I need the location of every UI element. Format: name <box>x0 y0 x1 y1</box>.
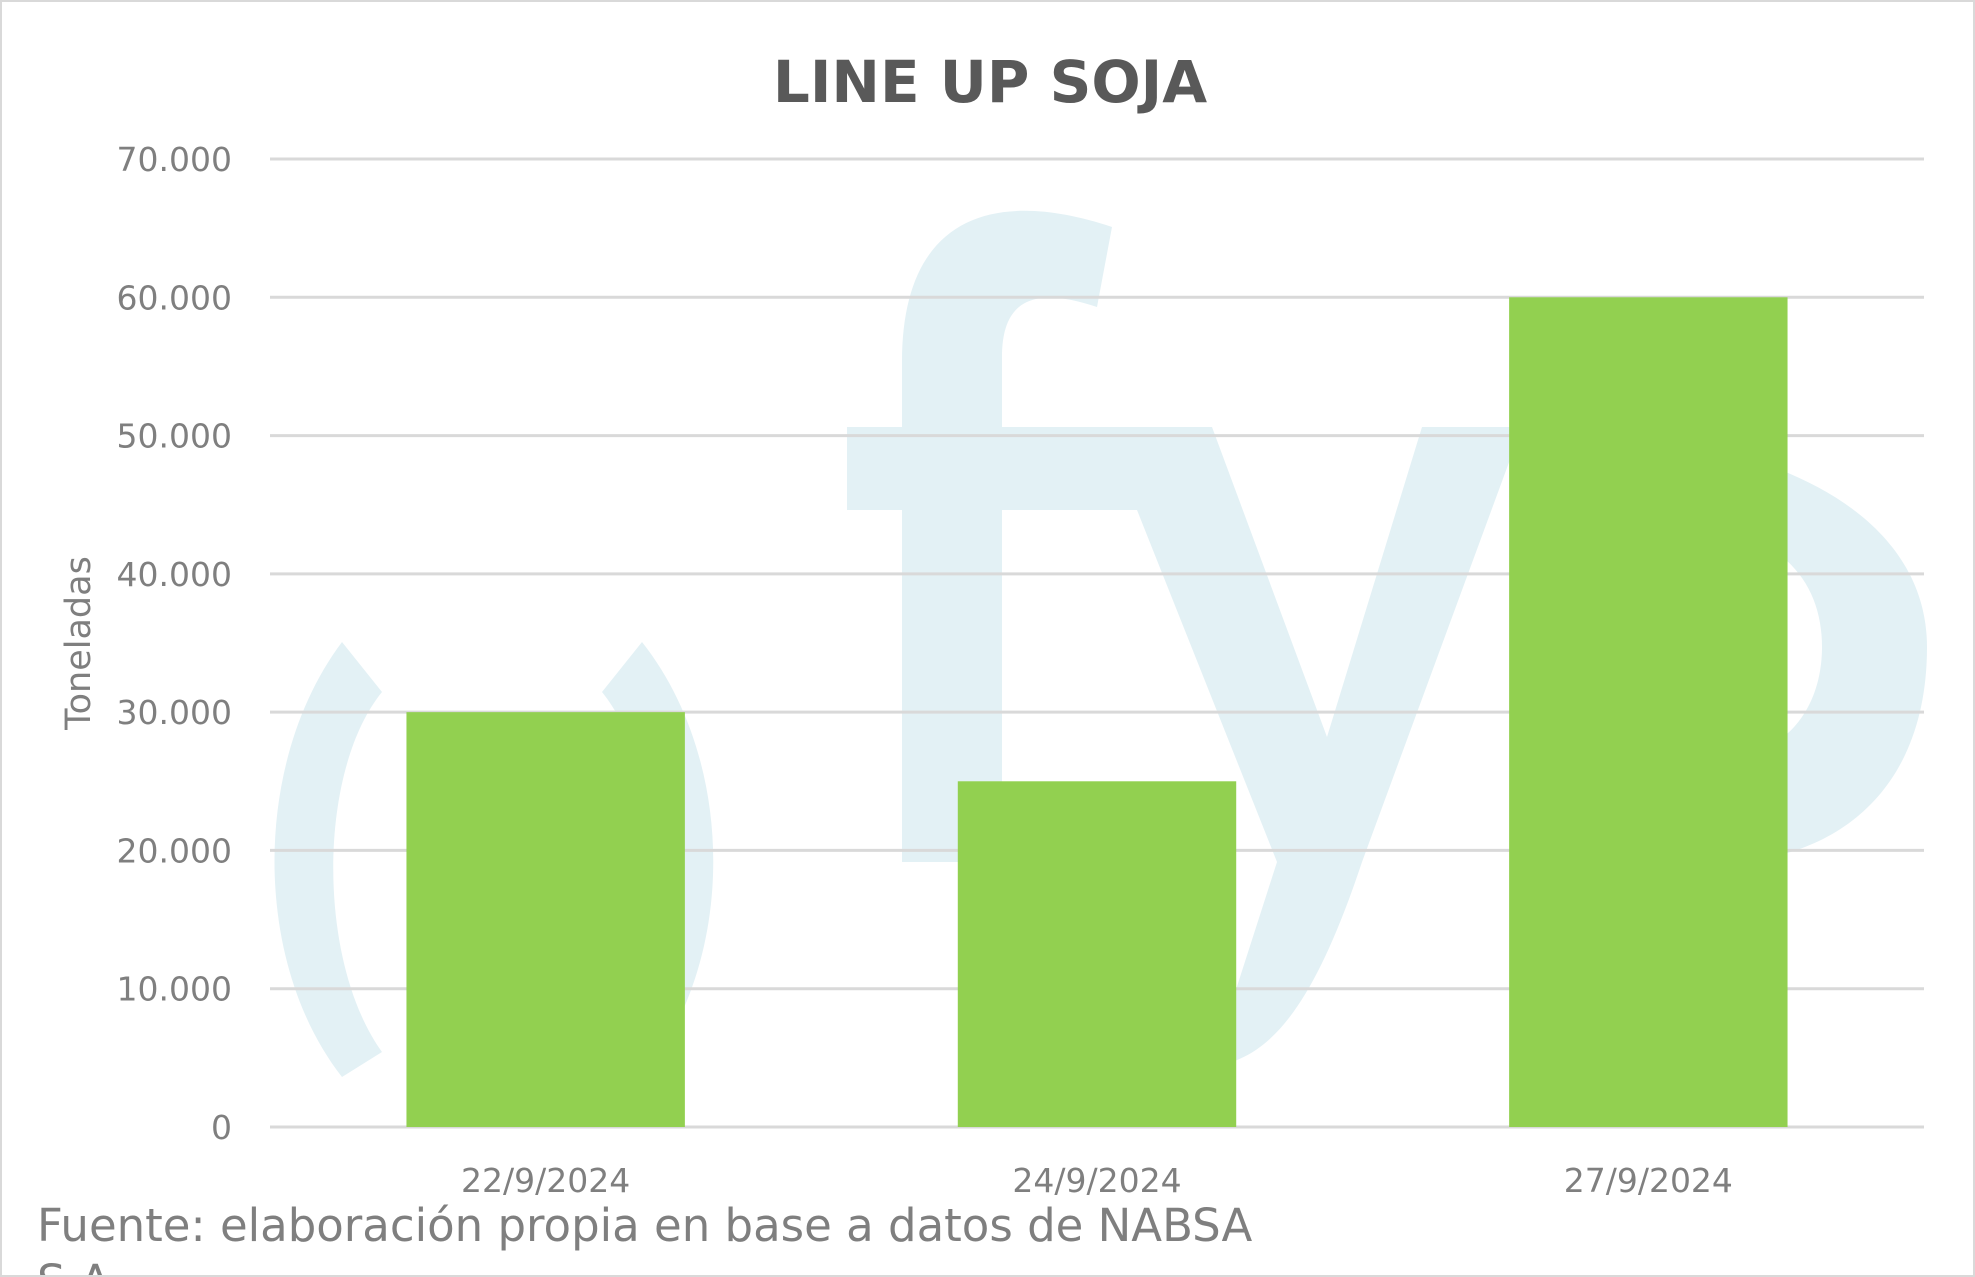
source-footnote: Fuente: elaboración propia en base a dat… <box>37 1199 1253 1275</box>
y-tick-label: 70.000 <box>117 140 232 179</box>
x-axis-ticks: 22/9/2024 24/9/2024 27/9/2024 <box>461 1161 1733 1200</box>
watermark-letter-p <box>1502 427 1927 862</box>
x-tick-label: 22/9/2024 <box>461 1161 630 1200</box>
watermark-letter-f <box>847 210 1202 862</box>
y-tick-label: 20.000 <box>117 831 232 870</box>
y-tick-label: 10.000 <box>117 970 232 1009</box>
y-tick-label: 50.000 <box>117 417 232 456</box>
y-axis-ticks: 0 10.000 20.000 30.000 40.000 50.000 60.000 70.… <box>117 140 232 1147</box>
y-tick-label: 0 <box>211 1108 232 1147</box>
chart-title: LINE UP SOJA <box>773 48 1207 116</box>
bar-series <box>406 297 1788 1127</box>
x-tick-label: 24/9/2024 <box>1012 1161 1181 1200</box>
y-tick-label: 40.000 <box>117 555 232 594</box>
watermark-letter-y <box>1102 427 1522 1067</box>
bar <box>957 781 1237 1127</box>
x-tick-label: 27/9/2024 <box>1564 1161 1733 1200</box>
y-tick-label: 60.000 <box>117 278 232 317</box>
bar <box>406 712 685 1127</box>
bar <box>1509 297 1788 1127</box>
y-tick-label: 30.000 <box>117 693 232 732</box>
y-axis-label: Toneladas <box>59 556 99 731</box>
